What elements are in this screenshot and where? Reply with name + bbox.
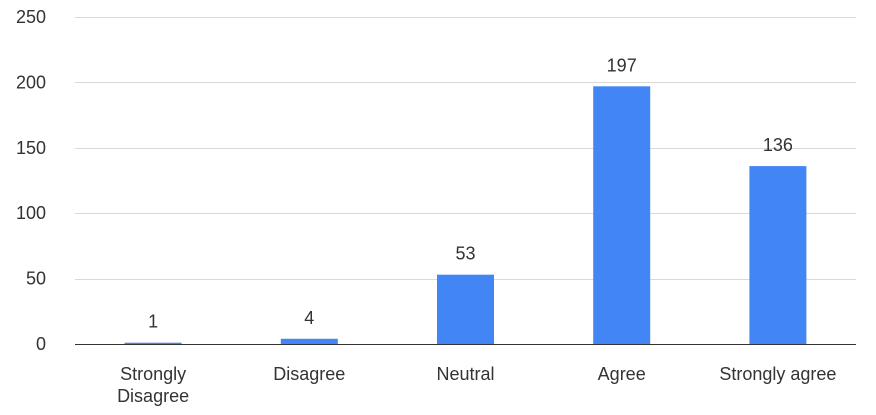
data-label: 136 bbox=[763, 135, 793, 155]
category-label-line: Disagree bbox=[117, 386, 189, 406]
y-tick-label: 150 bbox=[16, 138, 46, 158]
bar bbox=[280, 338, 338, 344]
category-label-line: Neutral bbox=[436, 364, 494, 384]
bar bbox=[749, 166, 807, 344]
y-axis-ticks: 0 50 100 150 200 250 bbox=[16, 7, 46, 354]
bars bbox=[124, 86, 807, 344]
bar bbox=[437, 274, 494, 344]
category-label-line: Disagree bbox=[273, 364, 345, 384]
grid-lines bbox=[75, 17, 856, 345]
y-tick-label: 100 bbox=[16, 203, 46, 223]
y-tick-label: 50 bbox=[26, 269, 46, 289]
category-label: Strongly Disagree bbox=[117, 364, 189, 406]
category-label-line: Strongly bbox=[120, 364, 186, 384]
data-label: 4 bbox=[304, 308, 314, 328]
data-label: 197 bbox=[607, 55, 637, 75]
category-label: Disagree bbox=[273, 364, 345, 384]
data-label: 1 bbox=[148, 312, 158, 332]
y-tick-label: 0 bbox=[36, 334, 46, 354]
bar bbox=[593, 86, 651, 344]
y-tick-label: 200 bbox=[16, 72, 46, 92]
category-label-line: Agree bbox=[598, 364, 646, 384]
category-label: Strongly agree bbox=[719, 364, 836, 384]
category-label-line: Strongly agree bbox=[719, 364, 836, 384]
y-tick-label: 250 bbox=[16, 7, 46, 27]
data-label: 53 bbox=[455, 244, 475, 264]
data-labels: 1 4 53 197 136 bbox=[148, 55, 793, 331]
bar bbox=[124, 342, 182, 344]
category-label: Agree bbox=[598, 364, 646, 384]
category-label: Neutral bbox=[436, 364, 494, 384]
